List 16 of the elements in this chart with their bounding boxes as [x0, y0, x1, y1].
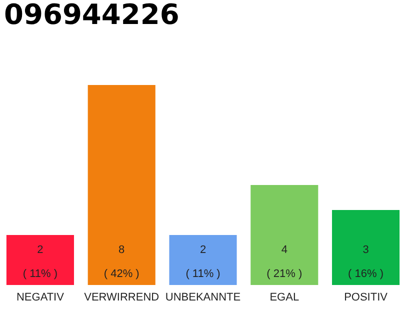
x-tick-label: EGAL — [270, 292, 300, 304]
x-tick-label: NEGATIV — [16, 292, 65, 304]
x-tick-label: VERWIRREND — [84, 292, 160, 304]
data-label: 3 ( 16% ) — [348, 244, 384, 280]
data-label: 2 ( 11% ) — [22, 244, 58, 280]
bar — [88, 85, 156, 285]
chart-title: 096944226 — [4, 0, 180, 31]
x-tick-label: UNBEKANNTE — [165, 292, 241, 304]
bar — [169, 235, 237, 285]
x-tick-label: POSITIV — [344, 292, 388, 304]
data-label: 2 ( 11% ) — [186, 244, 220, 280]
bar — [250, 185, 318, 285]
data-label: 8 ( 42% ) — [104, 244, 140, 280]
bar — [6, 235, 74, 285]
data-label: 4 ( 21% ) — [266, 244, 302, 280]
bar — [332, 210, 400, 285]
